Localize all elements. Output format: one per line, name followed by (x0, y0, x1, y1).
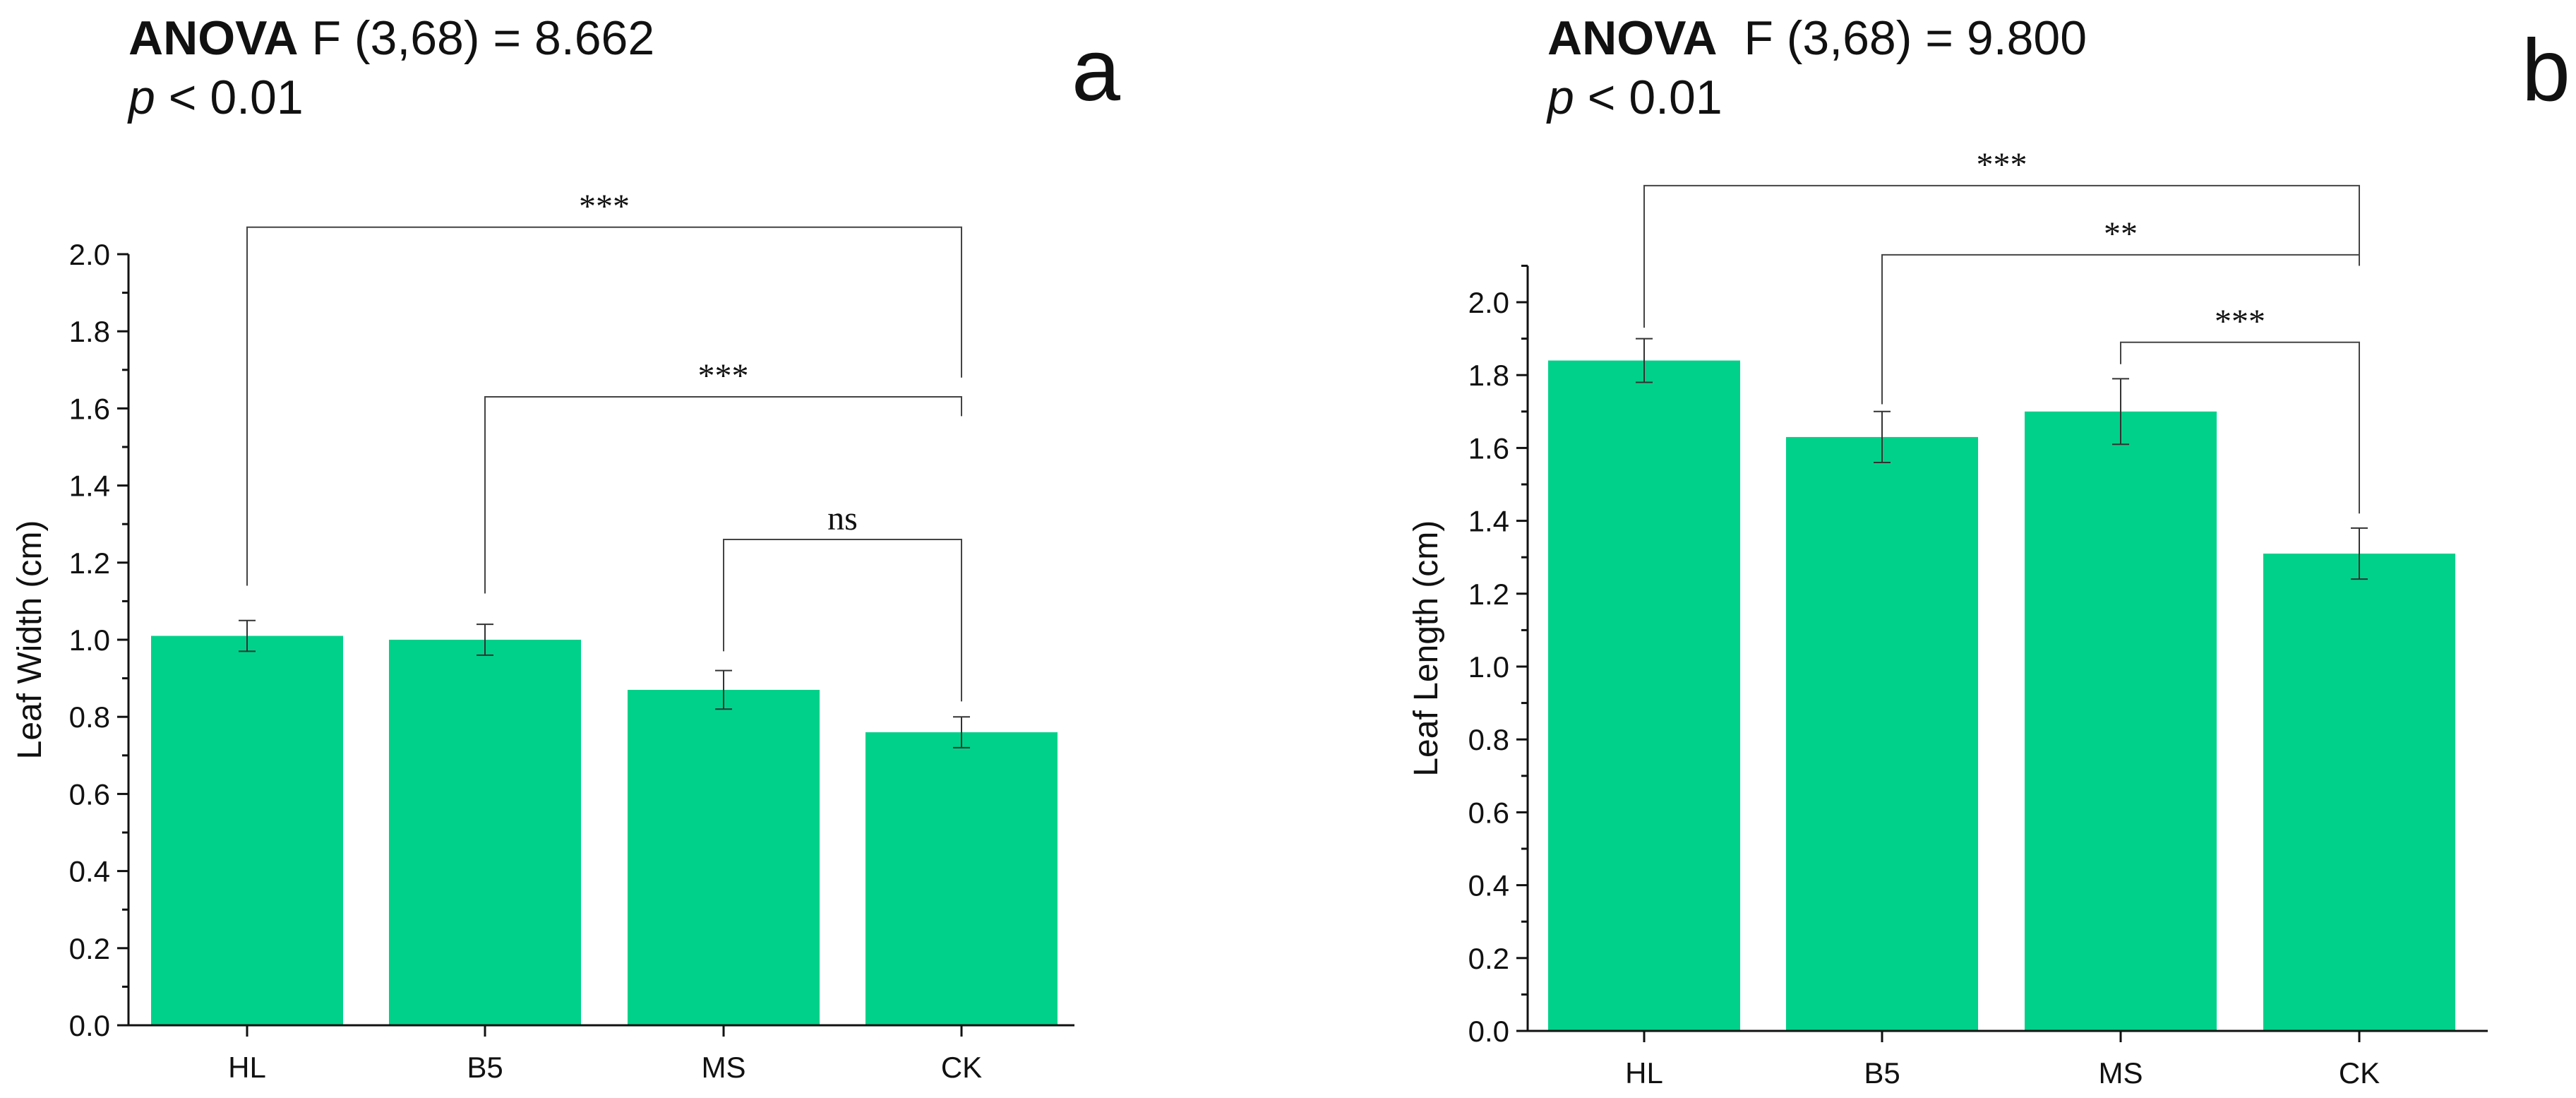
y-tick-label: 0.4 (1468, 869, 1509, 902)
y-tick-label: 1.0 (1468, 650, 1509, 684)
y-axis-title: Leaf Length (cm) (1408, 520, 1445, 777)
y-tick-label: 1.0 (69, 623, 110, 657)
y-tick-label: 0.0 (69, 1009, 110, 1042)
x-tick-label-hl: HL (1625, 1056, 1663, 1090)
bar-hl (151, 635, 343, 1025)
p-value-a: < 0.01 (168, 71, 304, 124)
significance-bracket-hl-ck (246, 226, 962, 586)
y-tick-label: 0.8 (1468, 723, 1509, 756)
significance-label-ms-ck: ns (827, 500, 858, 537)
y-tick-label: 1.6 (69, 392, 110, 425)
x-tick-label-ms: MS (2099, 1056, 2143, 1090)
y-tick-label: 1.4 (69, 470, 110, 503)
x-tick-label-ck: CK (941, 1051, 982, 1084)
y-tick-label: 0.0 (1468, 1015, 1509, 1048)
p-value-b: < 0.01 (1587, 71, 1723, 124)
bar-ck (2263, 554, 2455, 1031)
bar-chart-b: 0.0 0.2 0.4 0.6 0.8 1.0 1.2 1.4 1.6 1.8 2.0 HL B5 MS C… (1408, 146, 2488, 1090)
chart-panel-a: ANOVA F (3,68) = 8.662 p < 0.01 a 0.0 0.2… (11, 8, 1120, 1084)
y-tick-label: 0.6 (69, 777, 110, 811)
y-tick-label: 0.2 (1468, 942, 1509, 975)
p-label-a: p (128, 71, 155, 124)
anova-summary-a: ANOVA F (3,68) = 8.662 p < 0.01 (128, 8, 654, 127)
significance-label-hl-ck: *** (1977, 146, 2027, 184)
bar-b5 (389, 640, 581, 1025)
p-value-line-b: p < 0.01 (1547, 68, 2087, 127)
bar-hl (1548, 360, 1740, 1031)
bar-b5 (1786, 436, 1978, 1031)
x-tick-label-hl: HL (228, 1051, 266, 1084)
x-tick-label-b5: B5 (1864, 1056, 1900, 1090)
significance-bracket-b5-ck (484, 396, 962, 594)
bar-ck (865, 732, 1058, 1025)
y-tick-label: 1.4 (1468, 505, 1509, 538)
anova-statistic-b: F (3,68) = 9.800 (1744, 11, 2087, 65)
y-tick-label: 1.8 (1468, 359, 1509, 392)
x-tick-label-b5: B5 (467, 1051, 503, 1084)
y-tick-label: 2.0 (1468, 286, 1509, 319)
p-value-line-a: p < 0.01 (128, 68, 654, 127)
significance-bracket-hl-ck (1643, 184, 2360, 328)
chart-panel-b: ANOVA F (3,68) = 9.800 p < 0.01 b 0.0 0.2… (1288, 0, 2576, 1098)
x-tick-label-ms: MS (702, 1051, 746, 1084)
significance-label-b5-ck: *** (698, 357, 749, 395)
y-tick-label: 0.4 (69, 855, 110, 888)
significance-bracket-ms-ck (723, 539, 962, 702)
anova-line-a: ANOVA F (3,68) = 8.662 (128, 8, 654, 68)
significance-label-b5-ck: ** (2104, 215, 2138, 253)
y-axis-title: Leaf Width (cm) (11, 520, 49, 760)
bar-chart-a: 0.0 0.2 0.4 0.6 0.8 1.0 1.2 1.4 1.6 1.8 2.0 HL B5 MS C… (11, 188, 1074, 1084)
y-tick-label: 0.8 (69, 700, 110, 734)
x-tick-label-ck: CK (2339, 1056, 2380, 1090)
y-tick-label: 1.6 (1468, 431, 1509, 465)
y-tick-label: 1.2 (1468, 578, 1509, 611)
bar-ms (628, 689, 820, 1025)
anova-test-a: ANOVA (128, 11, 299, 65)
significance-label-ms-ck: *** (2215, 303, 2265, 340)
panel-letter-b: b (2522, 22, 2570, 119)
y-tick-label: 1.2 (69, 547, 110, 580)
significance-bracket-ms-ck (2120, 341, 2360, 514)
anova-summary-b: ANOVA F (3,68) = 9.800 p < 0.01 (1547, 8, 2087, 127)
panel-letter-a: a (1072, 22, 1120, 119)
anova-line-b: ANOVA F (3,68) = 9.800 (1547, 8, 2087, 68)
y-tick-label: 1.8 (69, 315, 110, 348)
p-label-b: p (1547, 71, 1574, 124)
anova-statistic-a: F (3,68) = 8.662 (311, 11, 655, 65)
significance-bracket-b5-ck (1881, 253, 2360, 405)
y-tick-label: 2.0 (69, 238, 110, 271)
y-tick-label: 0.6 (1468, 796, 1509, 829)
bar-ms (2025, 411, 2217, 1031)
y-tick-label: 0.2 (69, 932, 110, 965)
anova-test-b: ANOVA (1547, 11, 1718, 65)
significance-label-hl-ck: *** (579, 188, 630, 225)
